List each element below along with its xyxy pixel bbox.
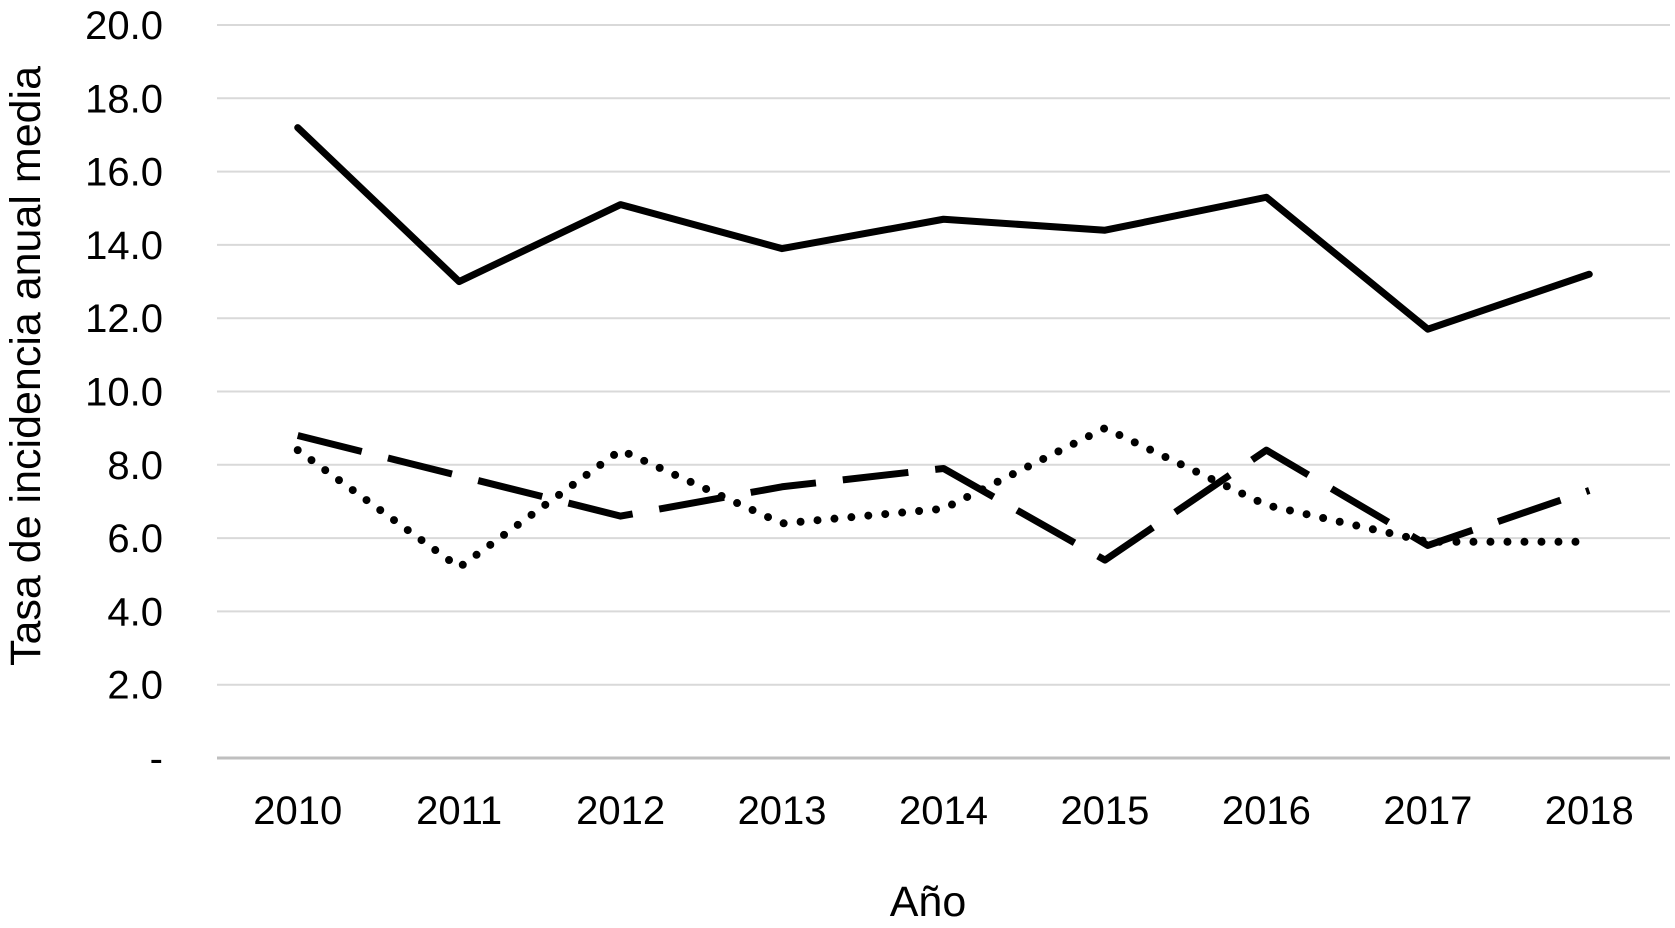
y-tick-label: - (150, 737, 163, 781)
y-axis-title: Tasa de incidencia anual media (2, 66, 50, 666)
x-tick-label: 2011 (416, 789, 502, 833)
series-lines (293, 124, 1594, 572)
x-tick-label: 2017 (1383, 789, 1472, 833)
x-tick-label: 2016 (1222, 789, 1311, 833)
x-axis-title: Año (890, 878, 967, 926)
series-line-dashed (296, 432, 1591, 564)
x-tick-label: 2015 (1060, 789, 1149, 833)
x-tick-label: 2010 (253, 789, 342, 833)
y-tick-label: 2.0 (107, 664, 163, 708)
y-tick-label: 18.0 (85, 77, 163, 121)
y-tick-label: 6.0 (107, 517, 163, 561)
x-tick-label: 2018 (1545, 789, 1634, 833)
series-line-solid (294, 124, 1593, 333)
series-line-dotted (293, 424, 1594, 572)
y-tick-label: 20.0 (85, 4, 163, 48)
y-tick-label: 8.0 (107, 444, 163, 488)
y-tick-label: 4.0 (107, 590, 163, 634)
x-tick-label: 2013 (738, 789, 827, 833)
y-tick-label: 14.0 (85, 224, 163, 268)
y-tick-label: 16.0 (85, 151, 163, 195)
y-tick-label: 12.0 (85, 297, 163, 341)
gridlines (217, 24, 1670, 760)
x-axis-tick-labels: 2010 2011 2012 2013 2014 2015 2016 2017 2018 (253, 789, 1634, 833)
y-axis-tick-labels: 20.0 18.0 16.0 14.0 12.0 10.0 8.0 6.0 4.0 2.0 - (85, 4, 163, 781)
y-tick-label: 10.0 (85, 371, 163, 415)
x-tick-label: 2012 (576, 789, 665, 833)
x-tick-label: 2014 (899, 789, 988, 833)
